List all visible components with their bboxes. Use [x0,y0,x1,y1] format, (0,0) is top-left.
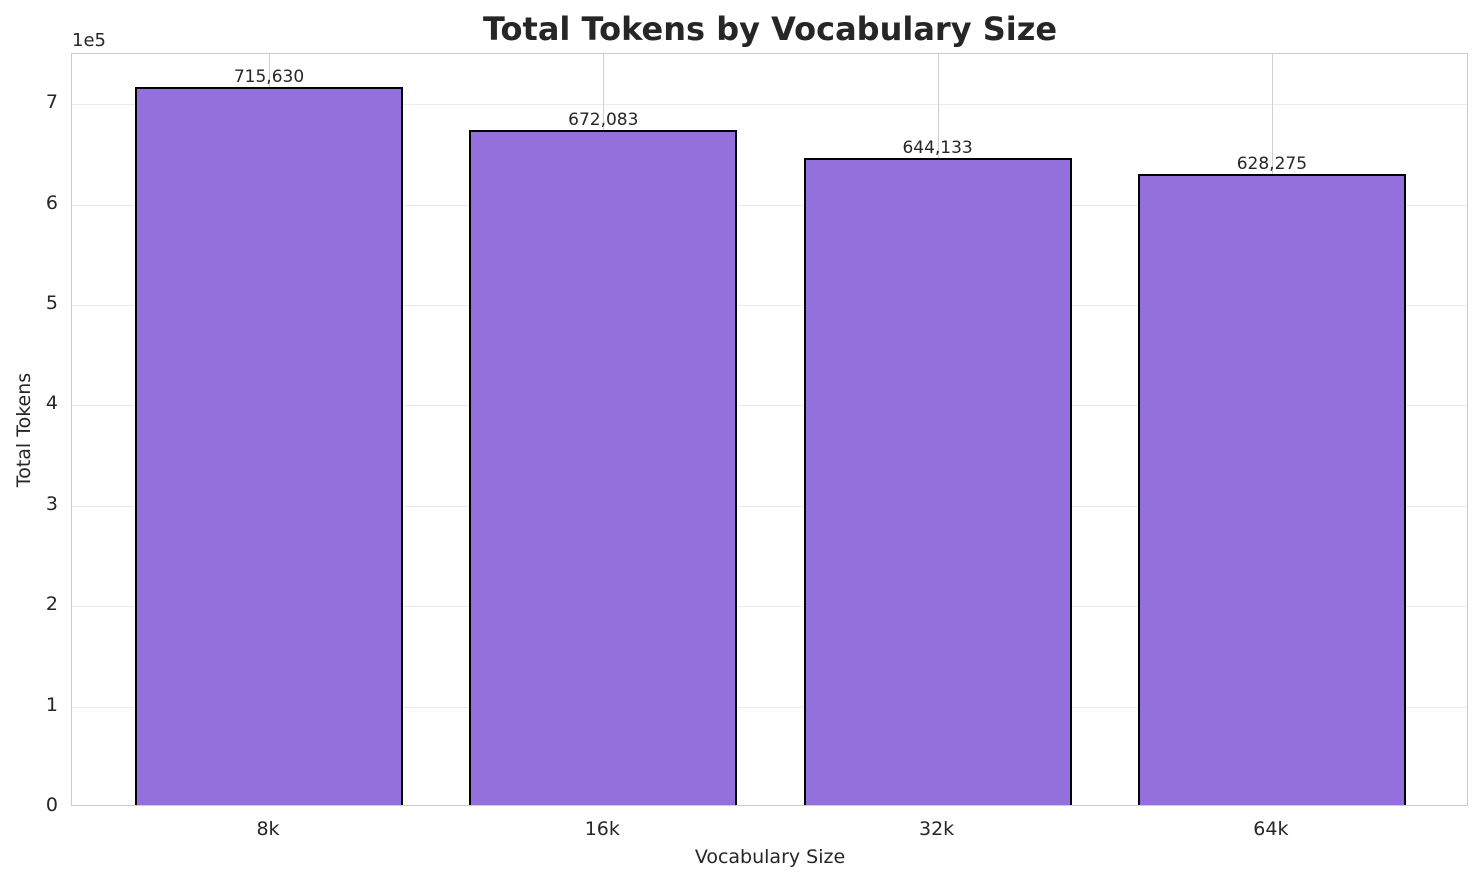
y-gridline [72,706,1467,708]
y-tick-label: 7 [45,91,58,114]
y-tick-label: 4 [45,392,58,415]
bar-value-label: 672,083 [568,110,639,131]
x-tick-label: 32k [919,818,955,840]
x-tick-label: 64k [1253,818,1289,840]
x-tick-label: 8k [256,818,280,840]
y-tick-label: 5 [45,292,58,314]
x-tick-label: 16k [584,818,620,840]
bar-8k [135,86,403,805]
bar-32k [803,158,1072,805]
y-axis-exponent: 1e5 [72,30,106,51]
y-gridline [72,405,1467,407]
y-gridline [72,204,1467,206]
y-gridline [72,505,1467,507]
bar-value-label: 715,630 [233,66,305,87]
bar-value-label: 628,275 [1236,154,1308,175]
y-tick-label: 6 [45,191,58,214]
y-tick-label: 2 [45,593,58,616]
y-tick-label: 1 [45,693,58,716]
y-tick-label: 0 [45,794,58,816]
y-tick-label: 3 [45,492,58,515]
y-gridline [72,104,1467,106]
plot-area: 715,630 672,083 644,133 628,275 [71,53,1468,806]
bar-64k [1137,174,1406,805]
bar-16k [469,130,738,805]
x-axis-label: Vocabulary Size [694,846,846,868]
y-axis-label: Total Tokens [13,372,35,488]
chart-title: Total Tokens by Vocabulary Size [482,10,1058,48]
bar-value-label: 644,133 [902,138,973,159]
y-gridline [72,606,1467,608]
y-gridline [72,305,1467,306]
